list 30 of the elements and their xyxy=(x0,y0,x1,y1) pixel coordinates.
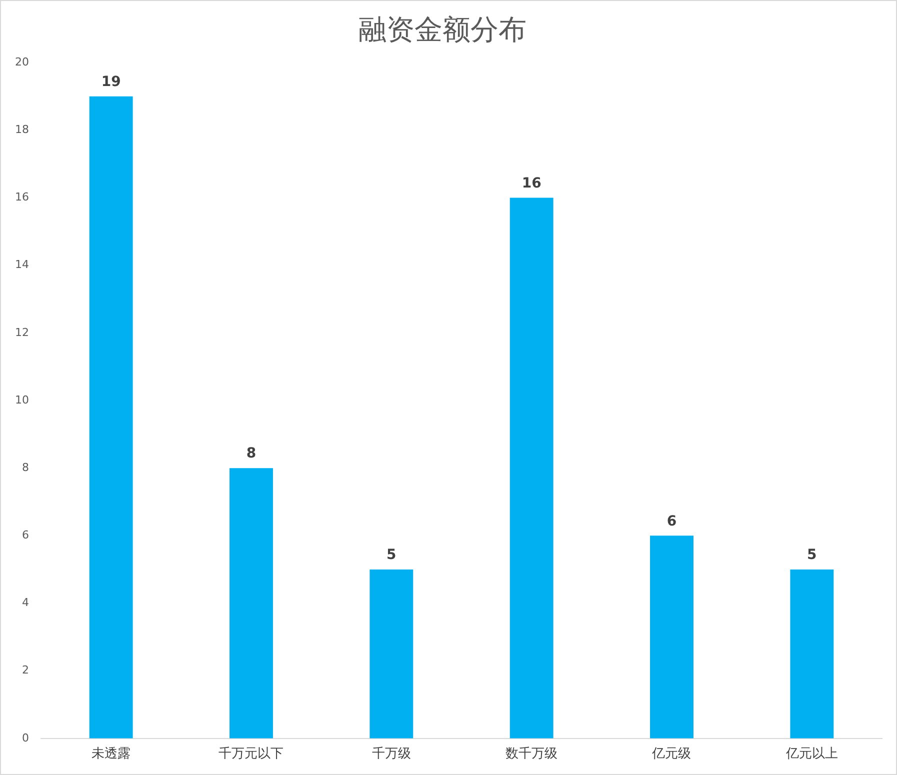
bar xyxy=(230,468,273,738)
y-tick-label: 18 xyxy=(14,123,29,136)
y-tick-label: 8 xyxy=(22,460,29,474)
y-tick-label: 0 xyxy=(22,731,29,744)
bar xyxy=(790,569,834,738)
x-tick-label: 未透露 xyxy=(92,746,131,762)
y-tick-label: 14 xyxy=(14,258,29,272)
y-tick-label: 6 xyxy=(22,528,29,542)
data-label: 19 xyxy=(101,74,121,90)
data-label: 6 xyxy=(666,513,677,530)
y-tick-label: 4 xyxy=(22,596,29,610)
data-label: 5 xyxy=(807,547,817,564)
bar xyxy=(89,96,133,738)
bar xyxy=(650,536,694,738)
y-tick-label: 2 xyxy=(22,664,29,677)
bar xyxy=(370,569,414,738)
y-tick-label: 12 xyxy=(14,326,29,339)
y-tick-label: 20 xyxy=(14,55,29,68)
x-tick-label: 亿元级 xyxy=(651,746,692,762)
data-label: 8 xyxy=(246,446,256,462)
y-tick-label: 10 xyxy=(14,393,29,406)
data-label: 16 xyxy=(522,175,542,192)
data-label: 5 xyxy=(386,547,396,564)
x-tick-label: 千万级 xyxy=(372,746,411,762)
y-tick-label: 16 xyxy=(14,190,29,204)
bar xyxy=(510,198,554,738)
chart-title: 融资金额分布 xyxy=(358,13,526,46)
x-tick-label: 千万元以下 xyxy=(218,746,284,762)
x-tick-label: 数千万级 xyxy=(506,746,558,762)
x-tick-label: 亿元以上 xyxy=(784,746,838,762)
